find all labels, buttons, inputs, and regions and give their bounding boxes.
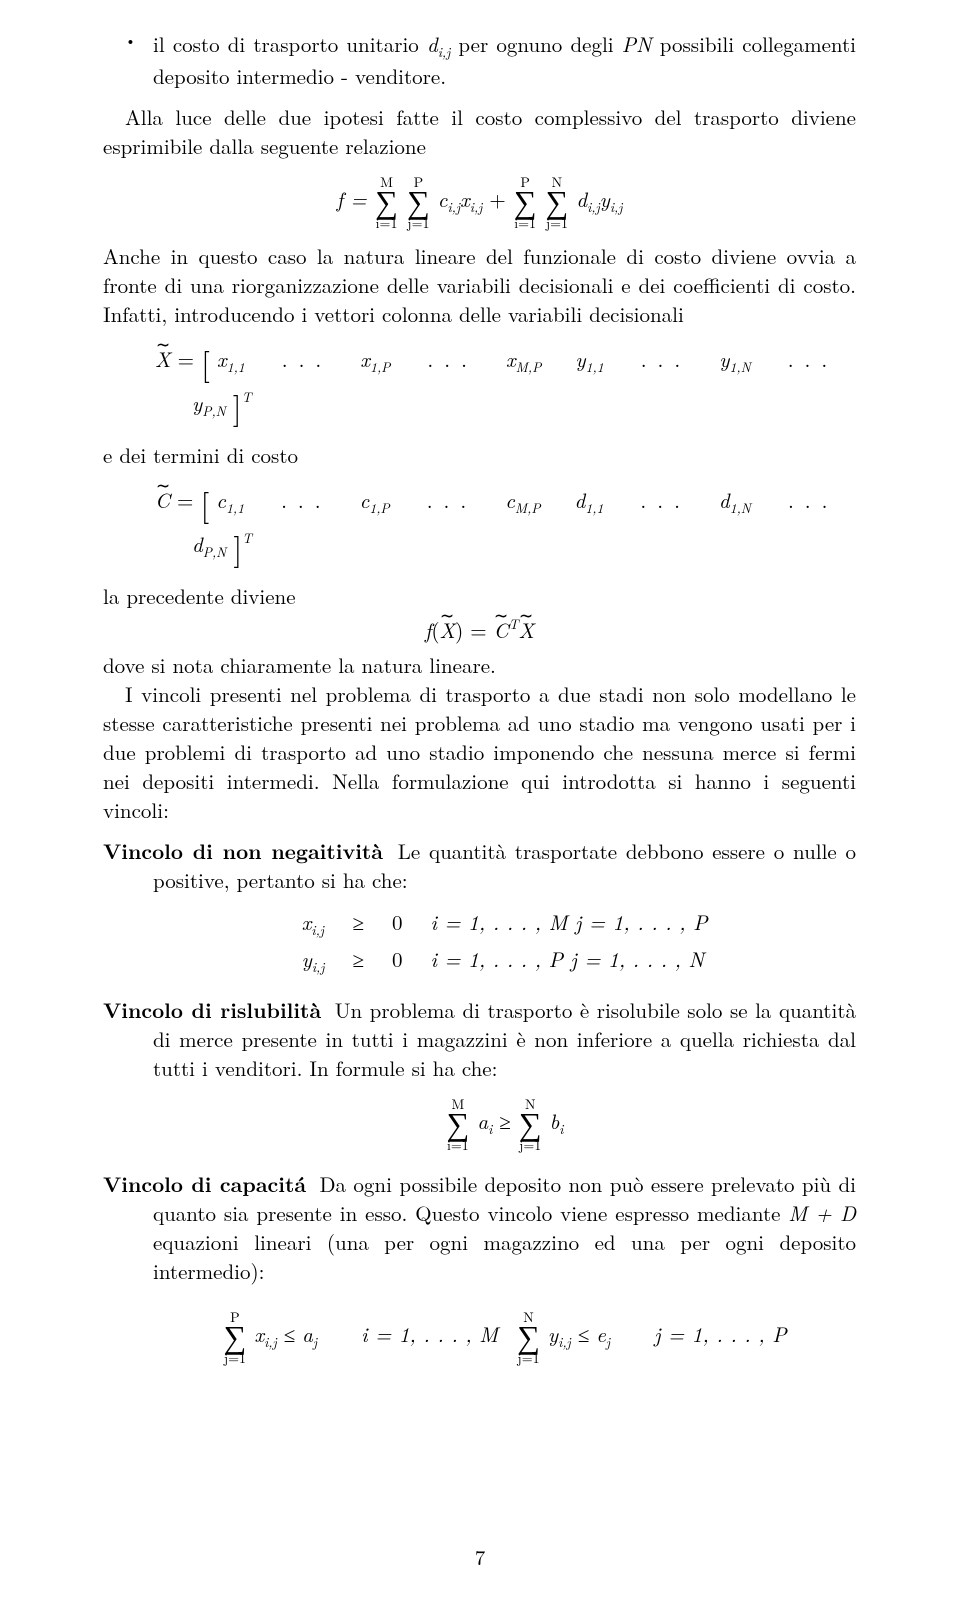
vincolo-2: Vincolo di rislubilità Un problema di tr…	[103, 996, 856, 1152]
vincolo-1-label: Vincolo di non negaitività	[103, 836, 383, 866]
para-6: I vincoli presenti nel problema di trasp…	[103, 680, 856, 825]
vincolo-1: Vincolo di non negaitività Le quantità t…	[103, 837, 856, 980]
bullet-m1: d	[427, 29, 438, 59]
eq1-sum4: N∑j=1	[546, 175, 569, 230]
vincolo-1-eq: xi,j ≥ 0 i = 1, . . . , M j = 1, . . . ,…	[288, 905, 722, 980]
vincolo-3-text-b: equazioni lineari (una per ogni magazzin…	[153, 1227, 856, 1286]
bullet-m2: PN	[622, 29, 652, 59]
vector-c: C = [ c1,1 . . . c1,P . . . cM,P d1,1 . …	[103, 482, 856, 570]
vincolo-3-label: Vincolo di capacitá	[103, 1169, 306, 1199]
para-1: Alla luce delle due ipotesi fatte il cos…	[103, 103, 856, 161]
para-5: dove si nota chiaramente la natura linea…	[103, 651, 856, 680]
vincolo-2-label: Vincolo di rislubilità	[103, 995, 321, 1025]
bullet-marker: •	[125, 33, 136, 47]
vector-x: X = [ x1,1 . . . x1,P . . . xM,P y1,1 . …	[103, 341, 856, 429]
vincolo-3: Vincolo di capacitá Da ogni possibile de…	[103, 1170, 856, 1365]
para-3: e dei termini di costo	[103, 441, 856, 470]
page-number: 7	[0, 1543, 960, 1572]
equation-2: f(X) = CTX	[103, 615, 856, 645]
bullet-item: • il costo di trasporto unitario di,j pe…	[103, 30, 856, 91]
bullet-m1-sub: i,j	[438, 42, 451, 61]
equation-1: f = M∑i=1 P∑j=1 ci,jxi,j + P∑i=1 N∑j=1 d…	[103, 175, 856, 230]
para-4: la precedente diviene	[103, 582, 856, 611]
eq1-sum3: P∑i=1	[514, 175, 537, 230]
eq1-lhs: f =	[337, 184, 375, 214]
vincolo-2-eq: M∑i=1 ai ≥ N∑j=1 bi	[153, 1097, 856, 1152]
eq1-sum2: P∑j=1	[407, 175, 430, 230]
vincolo-3-md: M + D	[788, 1198, 856, 1228]
para-2: Anche in questo caso la natura lineare d…	[103, 242, 856, 329]
vincolo-3-eq: P∑j=1 xi,j ≤ aj i = 1, . . . , M N∑j=1 y…	[153, 1310, 856, 1365]
bullet-text-b: per ognuno degli	[450, 29, 622, 59]
eq1-sum1: M∑i=1	[375, 175, 398, 230]
vecx-head: X	[155, 345, 171, 374]
bullet-text-a: il costo di trasporto unitario	[153, 29, 427, 59]
vecc-head: C	[155, 486, 170, 515]
